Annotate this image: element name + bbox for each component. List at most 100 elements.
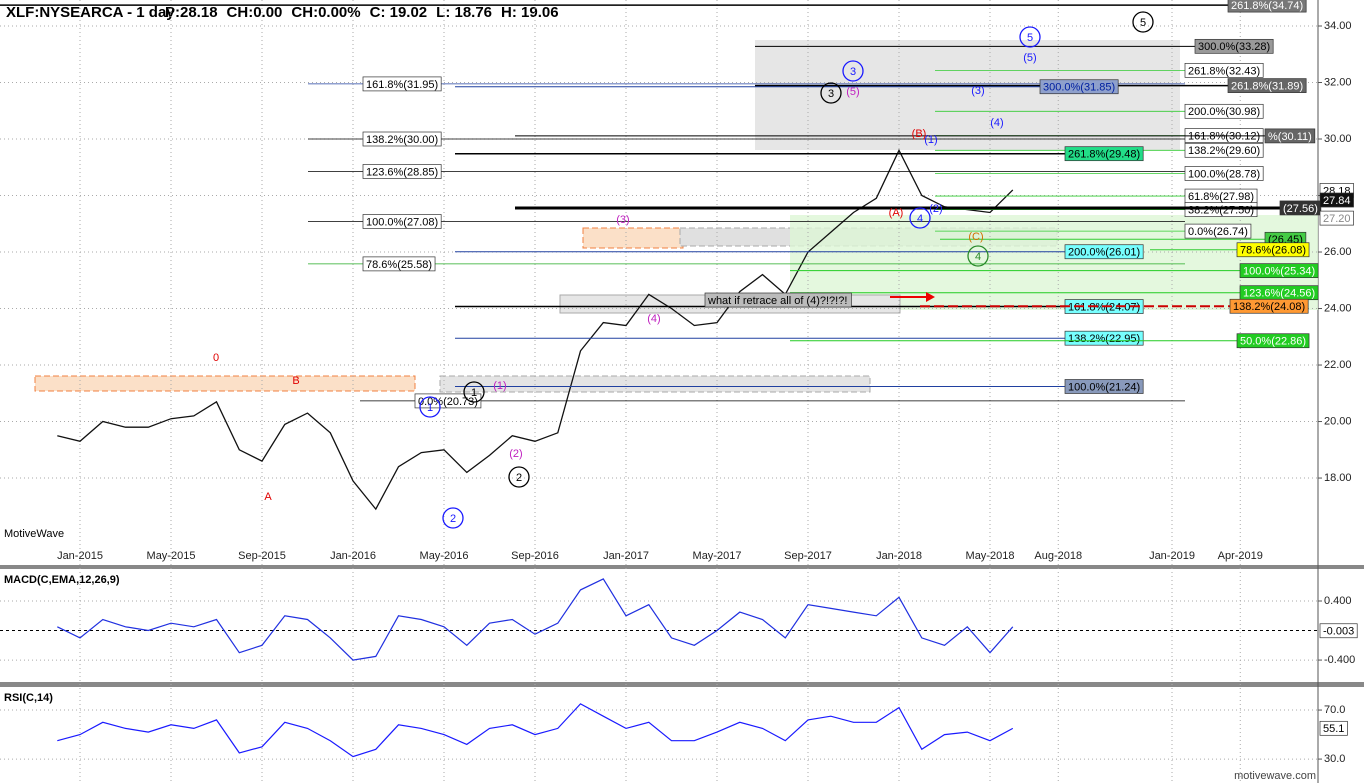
wave-label: (1) bbox=[924, 134, 937, 146]
price-label-box bbox=[1319, 210, 1354, 226]
wave-label: 4 bbox=[975, 251, 981, 263]
wave-label: (3) bbox=[616, 214, 629, 226]
fib-label: 138.2%(29.60) bbox=[1188, 145, 1260, 157]
y-tick-label: 20.00 bbox=[1324, 415, 1352, 427]
x-tick-label: May-2017 bbox=[693, 550, 742, 562]
last-value: 55.1 bbox=[1323, 723, 1344, 735]
x-tick-label: Sep-2016 bbox=[511, 550, 559, 562]
wave-label: (B) bbox=[912, 128, 927, 140]
fib-level-box: 100.0%(25.34) bbox=[1243, 266, 1315, 278]
fib-level-box: 300.0%(31.85) bbox=[1043, 82, 1115, 94]
y-tick-label: 0.400 bbox=[1324, 595, 1352, 607]
fib-level-box-box bbox=[1236, 242, 1310, 258]
fib-level-box: 161.8%(24.07) bbox=[1068, 301, 1140, 313]
wave-circle bbox=[967, 245, 989, 267]
wave-label: 3 bbox=[828, 88, 834, 100]
fib-level-box-box bbox=[1229, 298, 1309, 314]
fib-label: 61.8%(27.98) bbox=[1188, 191, 1254, 203]
symbol: XLF:NYSEARCA - 1 day bbox=[6, 4, 175, 21]
wave-circle bbox=[842, 60, 864, 82]
wave-circle bbox=[1019, 26, 1041, 48]
y-tick-label: 24.00 bbox=[1324, 302, 1352, 314]
annotation: what if retrace all of (4)?!?!?! bbox=[707, 295, 847, 307]
fib-label-box bbox=[1184, 223, 1252, 239]
zone bbox=[439, 375, 871, 393]
fib-level-box-box bbox=[1227, 0, 1307, 13]
fib-label: 0.0%(26.74) bbox=[1188, 226, 1248, 238]
fib-level-box-box bbox=[1264, 128, 1316, 144]
x-tick-label: Jan-2019 bbox=[1149, 550, 1195, 562]
wave-label: 1 bbox=[471, 387, 477, 399]
x-tick-label: Sep-2015 bbox=[238, 550, 286, 562]
header-field: H: 19.06 bbox=[501, 4, 559, 21]
fib-label: 78.6%(25.58) bbox=[366, 259, 432, 271]
fib-level-box: %(30.11) bbox=[1268, 131, 1312, 143]
header-field: CH:0.00% bbox=[291, 4, 360, 21]
fib-label: 161.8%(30.12) bbox=[1188, 131, 1260, 143]
zone bbox=[582, 227, 684, 249]
fib-level-box: 261.8%(29.48) bbox=[1068, 149, 1140, 161]
fib-label: 38.2%(27.50) bbox=[1188, 205, 1254, 217]
fib-level-box: 261.8%(34.74) bbox=[1231, 0, 1303, 12]
wave-label: 1 bbox=[427, 402, 433, 414]
x-tick-label: Aug-2018 bbox=[1034, 550, 1082, 562]
price-line bbox=[57, 148, 1014, 511]
wave-label: (A) bbox=[889, 207, 904, 219]
wave-label: 2 bbox=[450, 513, 456, 525]
wave-label: (1) bbox=[493, 380, 506, 392]
x-tick-label: Apr-2019 bbox=[1218, 550, 1263, 562]
x-tick-label: Sep-2017 bbox=[784, 550, 832, 562]
price-label: 27.84 bbox=[1323, 195, 1351, 207]
fib-level-box: 123.6%(24.56) bbox=[1243, 288, 1315, 300]
header-field: C: 19.02 bbox=[370, 4, 428, 21]
fib-level-box-box bbox=[1279, 200, 1322, 216]
wave-label: (5) bbox=[1023, 52, 1036, 64]
x-tick-label: May-2018 bbox=[966, 550, 1015, 562]
wave-label: (2) bbox=[509, 448, 522, 460]
fib-label: 200.0%(30.98) bbox=[1188, 106, 1260, 118]
y-tick-label: 26.00 bbox=[1324, 246, 1352, 258]
price-label-box bbox=[1319, 192, 1354, 208]
fib-label-box bbox=[1184, 166, 1264, 181]
price-line bbox=[57, 578, 1014, 661]
fib-label-box bbox=[362, 164, 442, 179]
last-value: -0.003 bbox=[1323, 626, 1354, 638]
fib-level-box: 261.8%(31.89) bbox=[1231, 81, 1303, 93]
last-value-box bbox=[1319, 623, 1358, 639]
fib-label: 161.8%(31.95) bbox=[366, 79, 438, 91]
x-tick-label: Jan-2015 bbox=[57, 550, 103, 562]
wave-label: (4) bbox=[647, 313, 660, 325]
wave-label: 5 bbox=[1140, 17, 1146, 29]
fib-level-box-box bbox=[1064, 330, 1144, 346]
wave-label: 5 bbox=[1027, 32, 1033, 44]
fib-level-box-box bbox=[1239, 263, 1319, 279]
wave-circle bbox=[442, 507, 464, 529]
wave-circle bbox=[419, 396, 441, 418]
y-tick-label: 34.00 bbox=[1324, 20, 1352, 32]
header-field: CH:0.00 bbox=[227, 4, 283, 21]
x-tick-label: Jan-2016 bbox=[330, 550, 376, 562]
wave-label: 2 bbox=[516, 472, 522, 484]
y-tick-label: 18.00 bbox=[1324, 472, 1352, 484]
x-tick-label: May-2015 bbox=[147, 550, 196, 562]
wave-label: (2) bbox=[929, 203, 942, 215]
panel-separator bbox=[0, 565, 1364, 569]
fib-level-box-box bbox=[1039, 79, 1119, 95]
panel-title: RSI(C,14) bbox=[4, 692, 53, 704]
fib-label: 100.0%(28.78) bbox=[1188, 168, 1260, 180]
wave-circle bbox=[909, 207, 931, 229]
fib-label-box bbox=[362, 131, 442, 147]
header-field: P:28.18 bbox=[165, 4, 218, 21]
fib-level-box-box bbox=[1064, 244, 1144, 260]
footer: motivewave.com bbox=[1234, 770, 1316, 782]
price-line bbox=[57, 703, 1014, 758]
fib-label-box bbox=[362, 256, 436, 272]
fib-level-box-box bbox=[1064, 379, 1144, 394]
fib-label: 123.6%(28.85) bbox=[366, 166, 438, 178]
fib-label-box bbox=[1184, 142, 1264, 158]
price-label: 27.20 bbox=[1323, 213, 1351, 225]
fib-label: 261.8%(32.43) bbox=[1188, 65, 1260, 77]
y-tick-label: 30.0 bbox=[1324, 753, 1345, 765]
fib-label: 138.2%(30.00) bbox=[366, 134, 438, 146]
